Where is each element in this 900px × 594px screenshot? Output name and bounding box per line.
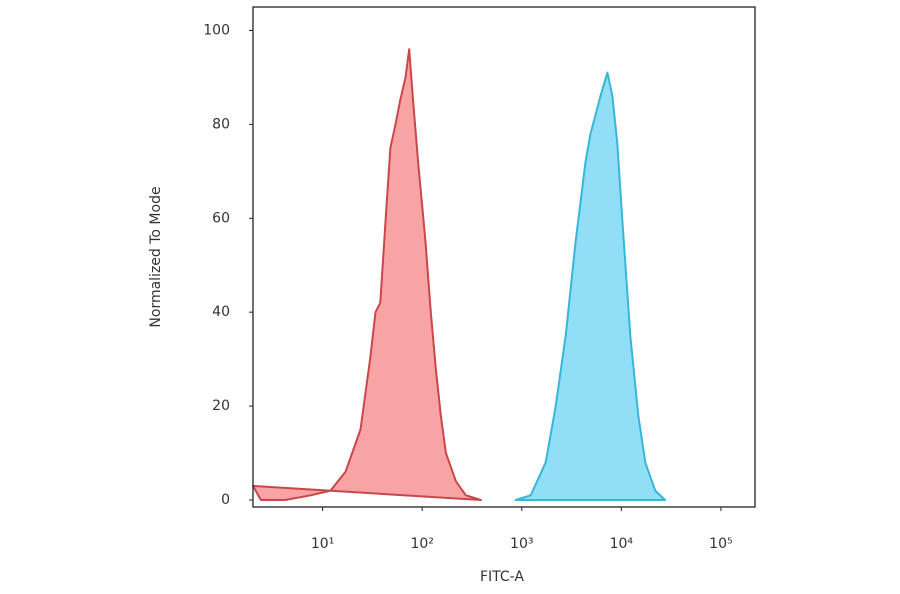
y-tick-label: 80 (212, 116, 230, 132)
y-tick-label: 40 (212, 304, 230, 320)
x-tick-label: 10⁵ (709, 536, 732, 552)
y-axis-label: Normalized To Mode (148, 186, 164, 327)
y-tick-label: 100 (203, 22, 230, 38)
x-tick-label: 10² (410, 536, 433, 552)
histogram-area (252, 48, 482, 501)
x-tick-label: 10¹ (311, 536, 334, 552)
y-tick-label: 0 (221, 492, 230, 508)
x-tick-label: 10³ (510, 536, 533, 552)
x-tick-label: 10⁴ (610, 536, 634, 552)
histogram-area (514, 71, 667, 501)
plot-frame (252, 6, 756, 508)
y-tick-label: 20 (212, 398, 230, 414)
y-tick-label: 60 (212, 210, 230, 226)
x-axis-label: FITC-A (480, 569, 524, 585)
